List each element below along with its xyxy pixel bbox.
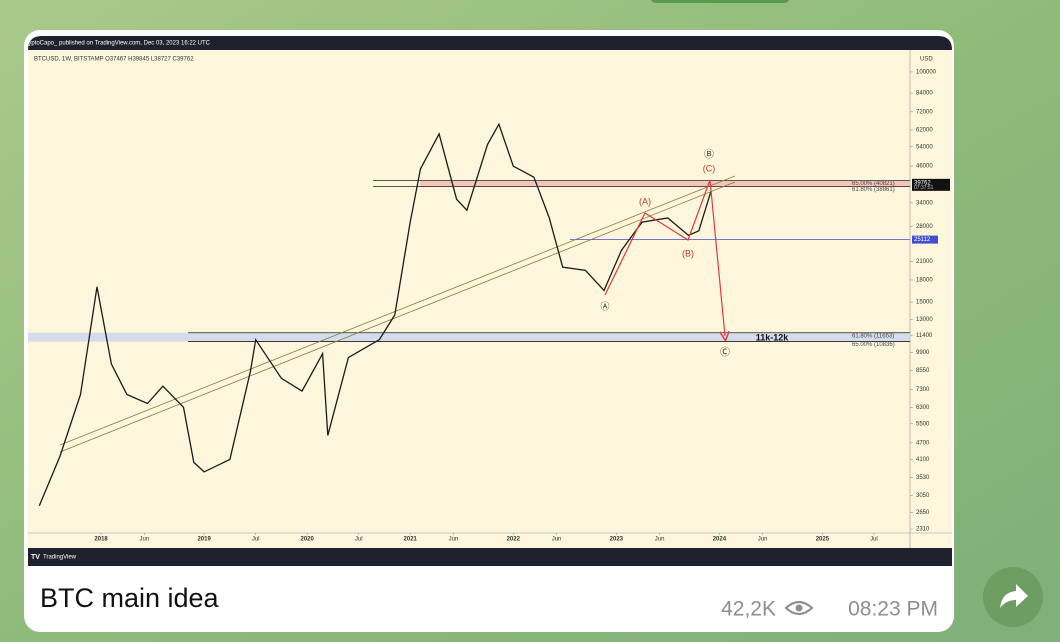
trendline <box>59 175 736 446</box>
x-tick-label: 2022 <box>507 537 521 543</box>
y-tick-label: 34000 <box>916 200 933 206</box>
x-tick-label: 2020 <box>301 537 315 543</box>
y-tick-label: 5500 <box>916 421 930 427</box>
y-tick-label: 21000 <box>916 259 933 265</box>
countdown: 07:37:51 <box>914 185 934 191</box>
plot: 65.00% (40821)61.80% (38861) 61.80% (1165… <box>28 70 950 543</box>
y-tick-label: 2650 <box>916 510 930 516</box>
header-bar <box>28 36 952 50</box>
x-tick-label: Jul <box>355 537 363 543</box>
brand-bar <box>28 548 952 566</box>
chart-area <box>28 36 952 566</box>
level-tag <box>912 235 938 244</box>
zone <box>420 180 910 187</box>
annotation: Ⓒ <box>720 347 730 359</box>
brand-logo: TV <box>31 554 40 561</box>
wave-path <box>604 179 725 336</box>
y-tick-label: 9900 <box>916 350 930 356</box>
x-tick-label: 2021 <box>404 537 418 543</box>
annotation: 11k-12k <box>756 332 790 342</box>
y-tick-label: 11400 <box>916 333 933 339</box>
x-tick-label: 2018 <box>94 537 108 543</box>
currency: USD <box>920 57 933 63</box>
zone-label: 65.00% (10836) <box>852 342 895 348</box>
y-tick-label: 3050 <box>916 493 930 499</box>
zone <box>28 332 910 342</box>
trendline <box>59 181 736 453</box>
annotation: Ⓑ <box>704 149 714 161</box>
brand: TradingView <box>43 555 77 561</box>
x-tick-label: Jun <box>655 537 665 543</box>
x-tick-label: 2019 <box>197 537 211 543</box>
y-tick-label: 8550 <box>916 368 930 374</box>
y-tick-label: 54000 <box>916 144 933 150</box>
y-tick-label: 6300 <box>916 405 930 411</box>
y-tick-label: 100000 <box>916 70 937 76</box>
price-line <box>38 122 712 506</box>
header-text: CryptoCapo_ published on TradingView.com… <box>22 41 211 47</box>
level-label: 25112 <box>914 237 931 243</box>
y-tick-label: 3530 <box>916 475 930 481</box>
y-tick-label: 2310 <box>916 527 930 533</box>
share-button[interactable] <box>983 567 1043 627</box>
y-tick-label: 7300 <box>916 387 930 393</box>
price-tag <box>912 178 950 191</box>
x-tick-label: Jun <box>758 537 768 543</box>
y-tick-label: 15000 <box>916 300 933 306</box>
x-tick-label: Jul <box>252 537 260 543</box>
x-tick-label: 2025 <box>816 537 830 543</box>
annotation: (B) <box>682 248 694 258</box>
x-tick-label: Jun <box>140 537 150 543</box>
annotation: (A) <box>639 196 651 206</box>
x-tick-label: Jun <box>552 537 562 543</box>
y-tick-label: 62000 <box>916 128 933 134</box>
chart-image[interactable]: CryptoCapo_ published on TradingView.com… <box>22 36 952 566</box>
x-tick-label: 2024 <box>713 537 727 543</box>
x-tick-label: Jul <box>870 537 878 543</box>
y-tick-label: 4700 <box>916 440 930 446</box>
caption: BTC main idea <box>40 583 220 613</box>
zone-label: 61.80% (11653) <box>852 333 894 339</box>
x-tick-label: Jun <box>449 537 459 543</box>
y-tick-label: 28000 <box>916 224 933 230</box>
y-tick-label: 4100 <box>916 457 930 463</box>
zone-label: 65.00% (40821) <box>852 181 895 187</box>
views-icon <box>784 600 814 616</box>
y-tick-label: 72000 <box>916 109 933 115</box>
y-tick-label: 46000 <box>916 164 933 170</box>
y-tick-label: 13000 <box>916 317 933 323</box>
price-label: 39762 <box>914 180 931 186</box>
time: 08:23 PM <box>848 598 938 621</box>
y-tick-label: 84000 <box>916 91 933 97</box>
x-tick-label: 2023 <box>610 537 624 543</box>
symbol-text: BTCUSD, 1W, BITSTAMP O37467 H39845 L3872… <box>34 57 194 63</box>
zone-label: 61.80% (38861) <box>852 187 895 193</box>
annotation: Ⓐ <box>600 301 609 311</box>
views: 42,2K <box>721 598 776 621</box>
y-tick-label: 18000 <box>916 278 933 284</box>
annotation: (C) <box>703 163 716 173</box>
date-pill <box>650 0 790 3</box>
